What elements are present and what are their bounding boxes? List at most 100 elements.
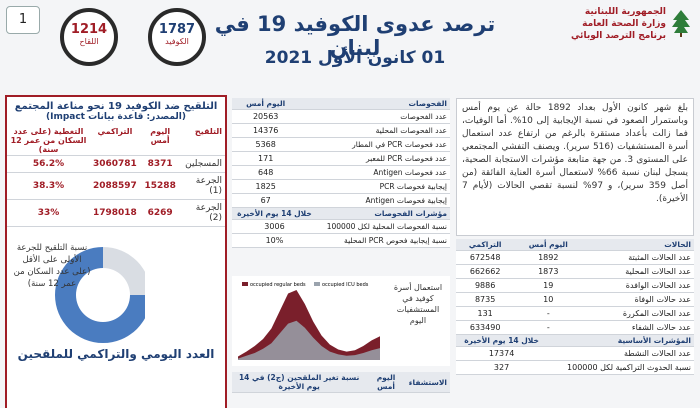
beds-caption: استعمال أسرة كوفيد في المستشفيات (393, 283, 443, 314)
cell: 327 (456, 360, 548, 375)
cell: 131 (456, 306, 515, 321)
cell: عدد الحالات المكررة (582, 306, 694, 321)
cell: عدد الفحوصات المحلية (299, 123, 450, 138)
logo: الجمهورية اللبنانية وزارة الصحة العامة برن… (554, 6, 694, 42)
row: الجرعة (2) 6269 1798018 33% (7, 199, 225, 227)
row: المسجلين 8371 3060781 56.2% (7, 155, 225, 173)
cell: عدد الحالات المثبتة (582, 250, 694, 265)
header-cell: التغطية (على عدد السكان من عمر 12 سنة) (7, 126, 90, 156)
header-row: الفحوصات اليوم أمس (232, 98, 450, 110)
cell: عدد الحالات المحلية (582, 264, 694, 279)
header-cell: التلقيح (180, 126, 225, 156)
cell: 17374 (456, 346, 548, 361)
cell: عدد الحالات النشطة (547, 346, 694, 361)
cell: 2088597 (89, 172, 140, 200)
cell: عدد حالات الشفاء (582, 320, 694, 335)
header-cell: خلال 14 يوم الأخيرة (232, 208, 317, 220)
cell: 14376 (232, 123, 300, 138)
logo-line: وزارة الصحة العامة (582, 19, 666, 29)
cell: 1825 (232, 179, 300, 194)
cell: 15288 (139, 172, 181, 200)
table: الاستشفاء اليوم أمس نسبة تغير الملقحين (ج2… (232, 372, 450, 393)
cell: نسبة الحدوث التراكمية لكل 100000 (547, 360, 694, 375)
header-cell: خلال 14 يوم الأخيرة (456, 335, 548, 347)
row: إيجابية فحوصات PCR 1825 (232, 179, 450, 194)
badge: 1214 اللقاح (60, 8, 118, 66)
row: عدد الحالات المحلية 1873 662662 (456, 264, 694, 279)
beds-today: اليوم (409, 316, 427, 325)
cell: 10% (232, 233, 317, 248)
legend-label: occupied regular beds (250, 282, 306, 288)
cell: 662662 (456, 264, 515, 279)
row: عدد فحوصات PCR للمعبر 171 (232, 151, 450, 166)
date: 01 كانون الأول 2021 (264, 48, 446, 68)
row: عدد الحالات الوافدة 19 9886 (456, 278, 694, 293)
header-cell: مؤشرات الفحوصات (316, 208, 450, 220)
table: الفحوصات اليوم أمس عدد الفحوصات 20563 عدد ال… (232, 98, 450, 208)
cell: 19 (514, 278, 583, 293)
cell: عدد فحوصات PCR في المطار (299, 137, 450, 152)
badge-value: 1214 (70, 22, 108, 37)
header-cell: الفحوصات (299, 98, 450, 110)
header-cell: اليوم أمس (366, 372, 406, 393)
cases-panel: الحالات اليوم أمس التراكمي عدد الحالات المث… (456, 239, 694, 375)
cell: نسبة الفحوصات المحلية لكل 100000 (316, 219, 450, 234)
cell: الجرعة (2) (180, 199, 225, 227)
cell: المسجلين (180, 155, 225, 173)
logo-line: برنامج الترصد الوبائي (570, 31, 666, 41)
beds-caption-wrap: استعمال أسرة كوفيد في المستشفيات اليوم (390, 282, 446, 326)
header-cell: الحالات (582, 239, 694, 251)
header-cell: اليوم أمس (514, 239, 583, 251)
row: نسبة الفحوصات المحلية لكل 100000 3006 (232, 219, 450, 234)
header-cell: الاستشفاء (405, 372, 450, 393)
cell: 1873 (514, 264, 583, 279)
header-row: المؤشرات الأساسية خلال 14 يوم الأخيرة (456, 335, 694, 347)
table: المؤشرات الأساسية خلال 14 يوم الأخيرة عدد … (456, 335, 694, 375)
badge-value: 1787 (158, 22, 196, 37)
table: الحالات اليوم أمس التراكمي عدد الحالات المث… (456, 239, 694, 335)
row: عدد حالات الشفاء -633490 (456, 320, 694, 335)
table: مؤشرات الفحوصات خلال 14 يوم الأخيرة نسبة ا… (232, 208, 450, 248)
vaccination-source: (المصدر: قاعدة بيانات Impact) (45, 112, 187, 122)
cell: الجرعة (1) (180, 172, 225, 200)
header-cell: التراكمي (456, 239, 515, 251)
row: عدد الفحوصات المحلية 14376 (232, 123, 450, 138)
cell: 6269 (139, 199, 181, 227)
row: عدد حالات الوفاة 10 8735 (456, 292, 694, 307)
vaccination-footer: العدد اليومي والتراكمي للملقحين (17, 347, 215, 361)
cell: 67 (232, 193, 300, 208)
cell: عدد الحالات الوافدة (582, 278, 694, 293)
cell: 33% (7, 199, 90, 227)
header-cell: اليوم أمس (139, 126, 181, 156)
row: عدد الحالات النشطة 17374 (456, 346, 694, 361)
header-cell: المؤشرات الأساسية (547, 335, 694, 347)
cell: 648 (232, 165, 300, 180)
header-cell: التراكمي (89, 126, 140, 156)
hospital-panel: الاستشفاء اليوم أمس نسبة تغير الملقحين (ج2… (232, 372, 450, 393)
summary: بلغ شهر كانون الأول بعداد 1892 حالة عن ي… (456, 98, 694, 236)
beds-chart: occupied regular beds occupied ICU beds (238, 282, 380, 360)
header-row: الحالات اليوم أمس التراكمي (456, 239, 694, 251)
cell: 3006 (232, 219, 317, 234)
cell: 5368 (232, 137, 300, 152)
header-row: مؤشرات الفحوصات خلال 14 يوم الأخيرة (232, 208, 450, 220)
table: التلقيح اليوم أمس التراكمي التغطية (على عدد… (7, 126, 225, 227)
legend-label: occupied ICU beds (322, 282, 369, 288)
row: عدد فحوصات Antigen 648 (232, 165, 450, 180)
title: ترصد عدوى الكوفيد 19 في لبنان (214, 12, 496, 60)
row: الجرعة (1) 15288 2088597 38.3% (7, 172, 225, 200)
cell: إيجابية فحوصات PCR (299, 179, 450, 194)
donut-slice (103, 247, 145, 295)
cell: إيجابية فحوصات Antigen (299, 193, 450, 208)
cell: 9886 (456, 278, 515, 293)
row: نسبة الحدوث التراكمية لكل 100000 327 (456, 360, 694, 375)
header-cell: نسبة تغير الملقحين (ج2) في 14 يوم الأخير… (232, 372, 367, 393)
row: عدد فحوصات PCR في المطار 5368 (232, 137, 450, 152)
legend-swatch (314, 282, 320, 286)
cell: 1892 (514, 250, 583, 265)
row: عدد الحالات المكررة -131 (456, 306, 694, 321)
cell: 8371 (139, 155, 181, 173)
cell: 38.3% (7, 172, 90, 200)
